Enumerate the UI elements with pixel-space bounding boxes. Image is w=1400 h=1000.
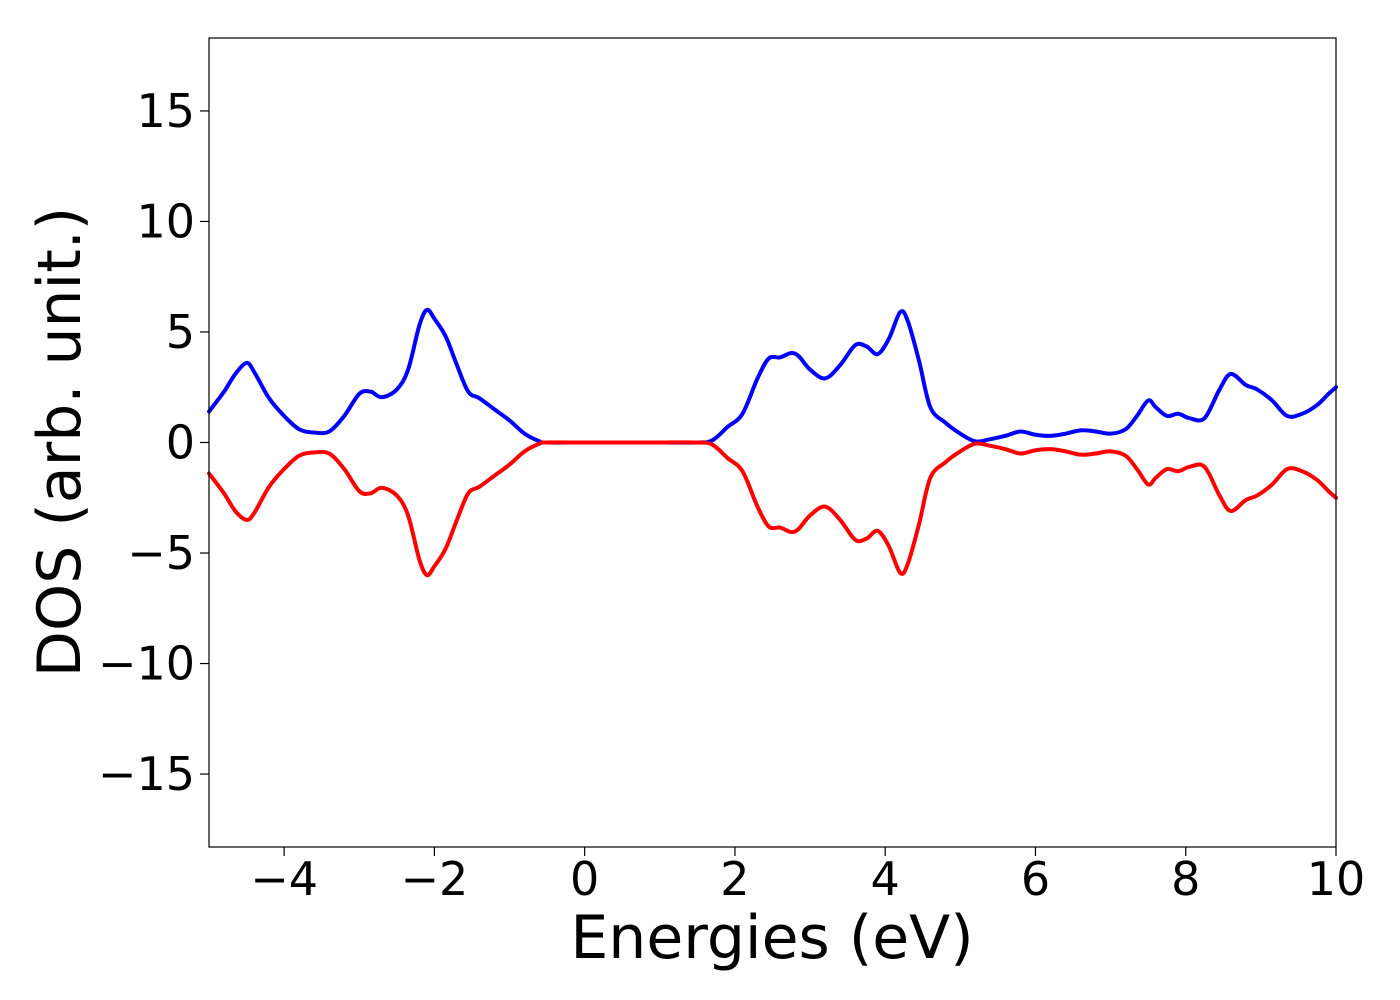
y-tick-label: 15 bbox=[136, 84, 195, 138]
y-tick-label: 0 bbox=[166, 416, 195, 470]
x-axis-label: Energies (eV) bbox=[570, 903, 973, 973]
y-tick-label: −15 bbox=[98, 747, 195, 801]
x-tick-label: 10 bbox=[1307, 852, 1366, 906]
y-axis-ticks: 15 10 5 0 −5 −10 −15 bbox=[98, 84, 209, 801]
y-tick-label: −5 bbox=[127, 526, 195, 580]
y-axis-label: DOS (arb. unit.) bbox=[25, 207, 95, 677]
x-tick-label: 2 bbox=[720, 852, 749, 906]
x-tick-label: 6 bbox=[1021, 852, 1050, 906]
x-tick-label: 0 bbox=[570, 852, 599, 906]
series-layer bbox=[207, 307, 1338, 578]
series-line-1 bbox=[207, 307, 1338, 445]
x-tick-label: 8 bbox=[1171, 852, 1200, 906]
x-tick-label: 4 bbox=[871, 852, 900, 906]
y-tick-label: 10 bbox=[136, 194, 195, 248]
x-tick-label: −4 bbox=[250, 852, 318, 906]
series-line-2 bbox=[207, 440, 1338, 578]
x-axis-ticks: −4 −2 0 2 4 6 8 10 bbox=[250, 847, 1365, 906]
x-tick-label: −2 bbox=[400, 852, 468, 906]
y-tick-label: −10 bbox=[98, 637, 195, 691]
plot-area bbox=[209, 38, 1336, 847]
y-tick-label: 5 bbox=[166, 305, 195, 359]
